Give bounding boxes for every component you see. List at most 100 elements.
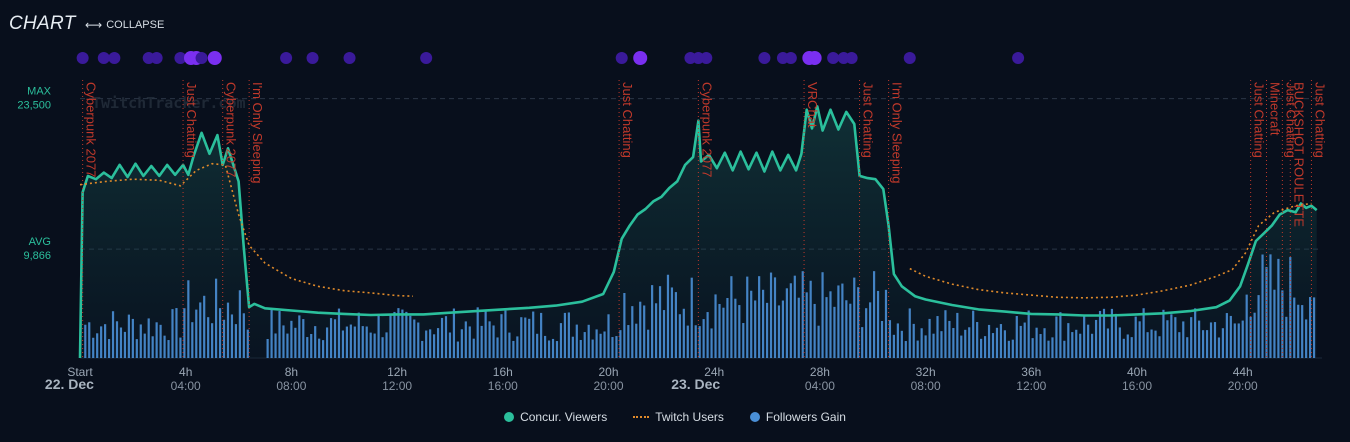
followers-bar (853, 277, 856, 358)
game-label: Just Chatting (1312, 82, 1327, 158)
followers-bar (397, 308, 400, 358)
followers-bar (627, 325, 630, 358)
collapse-button[interactable]: ⟷ COLLAPSE (85, 18, 164, 32)
followers-bar (1273, 289, 1276, 358)
followers-bar (928, 318, 931, 358)
legend-item-followers[interactable]: Followers Gain (749, 410, 846, 424)
event-dot (1012, 52, 1025, 64)
followers-bar (714, 294, 717, 358)
followers-bar (746, 276, 749, 358)
ref-value-max: 23,500 (17, 100, 51, 112)
followers-bar (611, 337, 614, 358)
followers-bar (706, 312, 709, 358)
followers-bar (163, 335, 166, 358)
followers-bar (654, 303, 658, 358)
event-dot (195, 52, 208, 64)
followers-bar (516, 336, 519, 358)
followers-bar (528, 318, 531, 358)
followers-bar (532, 311, 535, 358)
followers-bar (171, 309, 174, 358)
followers-bar (1079, 333, 1082, 358)
game-label: Just Chatting (620, 82, 635, 158)
followers-bar (1051, 337, 1054, 358)
followers-bar (936, 316, 939, 358)
followers-bar (635, 323, 638, 358)
followers-bar (1154, 330, 1157, 358)
followers-bar (908, 308, 911, 358)
followers-bar (84, 324, 87, 358)
followers-bar (1142, 308, 1145, 358)
followers-bar (801, 271, 804, 358)
followers-bar (405, 311, 408, 358)
followers-bar (964, 329, 967, 358)
legend-item-viewers[interactable]: Concur. Viewers (504, 410, 607, 424)
game-label: BUCKSHOT ROULETTE (1291, 82, 1306, 227)
followers-bar (127, 314, 130, 358)
followers-bar (968, 327, 971, 358)
followers-bar (797, 297, 800, 358)
x-tick-label: 20h (598, 365, 618, 379)
followers-bar (159, 324, 162, 358)
legend-label-twitch-users: Twitch Users (655, 410, 724, 424)
followers-bar (658, 286, 662, 358)
followers-bar (385, 332, 388, 358)
game-label: I'm Only Sleeping (890, 82, 905, 183)
followers-bar (1205, 330, 1209, 358)
followers-bar (1309, 297, 1312, 358)
followers-bar (294, 327, 297, 358)
followers-bar (1162, 309, 1165, 358)
followers-bar (1257, 295, 1260, 358)
followers-bar (167, 340, 170, 358)
followers-bar (583, 332, 586, 358)
followers-bar (452, 308, 456, 358)
followers-bar (230, 314, 234, 358)
followers-bar (666, 274, 670, 358)
followers-bar (690, 277, 693, 358)
followers-bar (1241, 320, 1244, 358)
followers-bar (1090, 333, 1094, 358)
followers-bar (310, 333, 313, 358)
followers-bar (1194, 308, 1197, 358)
followers-bar (758, 276, 761, 358)
collapse-label: COLLAPSE (106, 19, 165, 31)
followers-bar (417, 322, 420, 358)
followers-bar (639, 301, 642, 358)
followers-bar (916, 340, 919, 358)
followers-bar (730, 276, 733, 358)
x-tick-label: 28h (810, 365, 830, 379)
followers-bar (773, 277, 777, 358)
watermark: TwitchTracker.com (92, 94, 246, 112)
followers-bar (829, 291, 832, 358)
followers-bar (571, 336, 574, 358)
followers-bar (298, 315, 301, 358)
ref-value-avg: 9,866 (23, 250, 51, 262)
followers-bar (1146, 332, 1149, 358)
viewers-legend-marker (504, 412, 515, 422)
followers-bar (623, 292, 626, 358)
x-tick-time: 16:00 (488, 379, 518, 393)
x-tick-time: 08:00 (276, 379, 306, 393)
followers-bar (555, 341, 559, 358)
followers-bar (282, 325, 285, 358)
followers-bar (750, 290, 753, 358)
followers-bar (805, 292, 808, 358)
followers-bar (139, 324, 142, 358)
event-dot (807, 51, 822, 65)
twitch-users-legend-marker (633, 416, 650, 418)
followers-bar (436, 328, 440, 358)
followers-bar (1166, 320, 1169, 358)
followers-bar (480, 325, 483, 358)
followers-bar (460, 329, 463, 358)
followers-bar (199, 302, 202, 358)
followers-bar (948, 320, 951, 358)
followers-bar (876, 290, 880, 358)
game-label: Minecraft (1268, 82, 1283, 136)
followers-bar (274, 333, 277, 358)
followers-bar (793, 275, 796, 358)
followers-bar (1209, 322, 1213, 358)
legend-label-viewers: Concur. Viewers (520, 410, 608, 424)
followers-bar (357, 312, 360, 358)
followers-bar (857, 287, 860, 358)
followers-bar (1174, 317, 1177, 358)
legend-item-twitch-users[interactable]: Twitch Users (633, 410, 724, 424)
